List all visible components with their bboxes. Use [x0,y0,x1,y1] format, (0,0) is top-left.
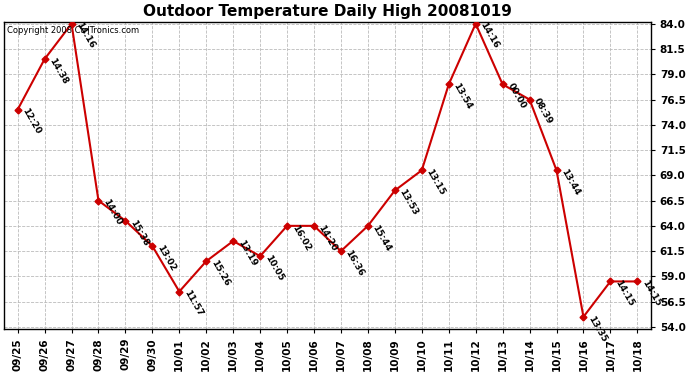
Text: 16:36: 16:36 [344,248,366,278]
Text: 14:16: 14:16 [478,21,501,50]
Text: 14:38: 14:38 [48,56,70,86]
Text: 13:53: 13:53 [397,188,420,217]
Text: 15:26: 15:26 [209,258,231,288]
Text: 13:02: 13:02 [155,243,177,273]
Text: 14:20: 14:20 [317,223,339,252]
Text: 13:15: 13:15 [424,168,446,197]
Text: 15:38: 15:38 [128,218,150,248]
Text: 13:44: 13:44 [560,168,582,197]
Text: 12:20: 12:20 [21,107,43,136]
Text: 14:16: 14:16 [75,21,97,50]
Text: 13:54: 13:54 [451,82,473,111]
Text: Copyright 2008 CtrlTronics.com: Copyright 2008 CtrlTronics.com [8,26,139,35]
Text: 13:35: 13:35 [586,314,609,344]
Text: 08:39: 08:39 [533,97,555,126]
Text: 15:44: 15:44 [371,223,393,253]
Title: Outdoor Temperature Daily High 20081019: Outdoor Temperature Daily High 20081019 [143,4,512,19]
Text: 13:19: 13:19 [236,238,258,268]
Text: 16:02: 16:02 [290,223,312,252]
Text: 14:00: 14:00 [101,198,124,227]
Text: 10:05: 10:05 [263,254,285,282]
Text: 14:15: 14:15 [613,279,635,308]
Text: 00:00: 00:00 [505,82,527,111]
Text: 11:57: 11:57 [182,289,204,318]
Text: 14:15: 14:15 [640,279,662,308]
